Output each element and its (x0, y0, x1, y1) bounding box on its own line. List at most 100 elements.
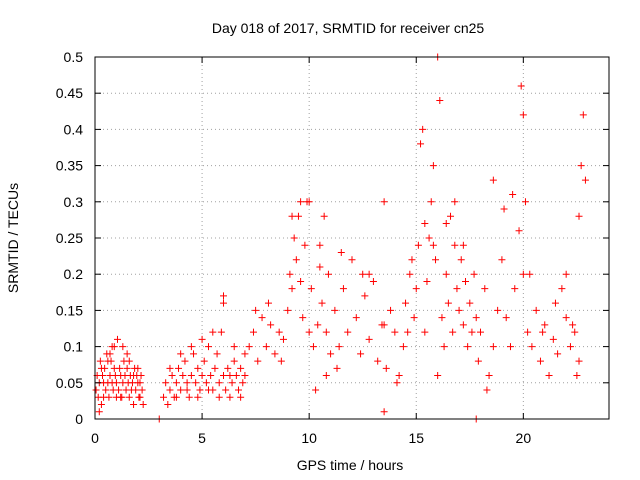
y-tick-label: 0.1 (64, 339, 84, 355)
data-point (339, 285, 347, 293)
data-point (228, 379, 236, 387)
data-point (245, 343, 253, 351)
data-point (275, 328, 283, 336)
data-point (226, 393, 234, 401)
data-point (573, 372, 581, 380)
data-point (494, 306, 502, 314)
data-point (119, 343, 127, 351)
data-point (571, 328, 579, 336)
data-point (361, 292, 369, 300)
data-point (474, 357, 482, 365)
data-point (374, 357, 382, 365)
data-point (521, 198, 529, 206)
data-point (408, 256, 416, 264)
data-point (423, 277, 431, 285)
data-point (198, 372, 206, 380)
data-point (348, 256, 356, 264)
data-point (412, 285, 420, 293)
y-tick-label: 0 (75, 411, 83, 427)
y-tick-label: 0.2 (64, 266, 84, 282)
data-point (515, 227, 523, 235)
data-point (395, 372, 403, 380)
data-point (414, 241, 422, 249)
data-point (579, 111, 587, 119)
data-point (489, 343, 497, 351)
data-point (226, 372, 234, 380)
data-point (318, 299, 326, 307)
data-point (380, 321, 388, 329)
data-point (468, 328, 476, 336)
data-point (183, 379, 191, 387)
data-point (455, 306, 463, 314)
data-point (100, 393, 108, 401)
data-point (404, 328, 412, 336)
data-point (421, 328, 429, 336)
data-point (284, 306, 292, 314)
data-point (106, 350, 114, 358)
data-point (451, 198, 459, 206)
data-point (305, 328, 313, 336)
data-point (136, 379, 144, 387)
data-point (297, 198, 305, 206)
data-point (139, 401, 147, 409)
data-point (279, 335, 287, 343)
data-point (382, 364, 390, 372)
data-point (125, 357, 133, 365)
data-point (502, 314, 510, 322)
data-point (264, 299, 272, 307)
y-tick-label: 0.25 (56, 230, 83, 246)
data-point (425, 234, 433, 242)
data-point (524, 328, 532, 336)
data-point (365, 335, 373, 343)
data-point (575, 357, 583, 365)
data-point (92, 386, 100, 394)
data-point (220, 372, 227, 380)
chart-title: Day 018 of 2017, SRMTID for receiver cn2… (212, 20, 485, 36)
data-point (288, 212, 296, 220)
data-point (307, 285, 315, 293)
data-point (162, 379, 170, 387)
data-point (509, 191, 517, 199)
data-point (449, 328, 457, 336)
data-point (539, 328, 547, 336)
x-tick-label: 5 (198, 430, 206, 446)
data-point (402, 299, 410, 307)
y-tick-label: 0.5 (64, 49, 84, 65)
data-point (421, 220, 429, 228)
data-point (483, 386, 491, 394)
data-point (292, 256, 300, 264)
data-point (104, 357, 112, 365)
data-point (202, 379, 210, 387)
data-point (136, 393, 144, 401)
data-point (297, 277, 305, 285)
data-point (380, 408, 388, 416)
data-point (528, 343, 536, 351)
data-point (207, 372, 215, 380)
data-point (352, 314, 360, 322)
y-tick-label: 0.4 (64, 121, 84, 137)
data-point (393, 379, 401, 387)
data-point (241, 372, 249, 380)
data-point (489, 176, 497, 184)
data-point (177, 350, 185, 358)
data-point (95, 408, 103, 416)
data-point (380, 198, 388, 206)
data-point (432, 256, 440, 264)
data-point (322, 372, 330, 380)
data-point (554, 350, 562, 358)
data-point (230, 343, 238, 351)
data-points (92, 53, 589, 423)
data-point (472, 314, 480, 322)
data-point (419, 125, 427, 133)
grid-lines (95, 57, 609, 419)
data-point (511, 285, 519, 293)
data-point (434, 372, 442, 380)
data-point (447, 212, 455, 220)
data-point (427, 198, 435, 206)
data-point (327, 350, 335, 358)
y-axis-title: SRMTID / TECUs (5, 183, 21, 293)
data-point (357, 350, 365, 358)
data-point (577, 162, 585, 170)
data-point (365, 270, 373, 278)
data-point (166, 386, 174, 394)
